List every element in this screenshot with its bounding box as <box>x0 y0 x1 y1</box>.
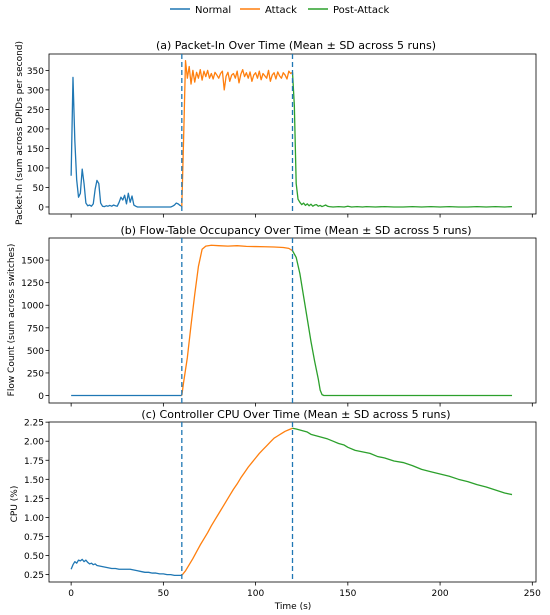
x-tick-label: 150 <box>339 589 356 599</box>
y-tick-label: 350 <box>27 67 44 77</box>
y-tick-label: 0.50 <box>24 552 44 562</box>
y-tick-label: 2.00 <box>24 438 44 448</box>
panel-c-title: (c) Controller CPU Over Time (Mean ± SD … <box>141 408 450 421</box>
legend: Normal Attack Post-Attack <box>170 5 389 16</box>
x-tick-label: 100 <box>247 589 264 599</box>
y-tick-label: 300 <box>27 86 44 96</box>
legend-label-post-attack: Post-Attack <box>333 5 389 16</box>
y-tick-label: 2.25 <box>24 419 44 429</box>
y-tick-label: 750 <box>27 324 44 334</box>
series-line-post-attack <box>291 72 513 208</box>
y-tick-label: 1.50 <box>24 476 44 486</box>
series-line-attack <box>181 427 293 576</box>
series-line-attack <box>181 244 293 396</box>
y-tick-label: 1000 <box>21 302 44 312</box>
series-line-normal <box>70 76 183 208</box>
y-tick-label: 1250 <box>21 279 44 289</box>
panel-flow-table: (b) Flow-Table Occupancy Over Time (Mean… <box>7 224 537 407</box>
y-tick-label: 0.25 <box>24 571 44 581</box>
y-tick-label: 1.00 <box>24 514 44 524</box>
y-tick-label: 150 <box>27 145 44 155</box>
y-tick-label: 1.25 <box>24 495 44 505</box>
panel-c-plot-area: 0.25 0.50 0.75 1.00 1.25 1.50 1.75 2.00 2.25 0 50 1… <box>24 419 541 599</box>
legend-label-attack: Attack <box>265 5 297 16</box>
panel-b-title: (b) Flow-Table Occupancy Over Time (Mean… <box>120 224 471 237</box>
x-tick-label: 200 <box>431 589 448 599</box>
y-tick-label: 0 <box>38 392 44 402</box>
y-tick-label: 250 <box>27 106 44 116</box>
panel-c-ylabel: CPU (%) <box>10 486 20 523</box>
y-tick-label: 1500 <box>21 257 44 267</box>
y-tick-label: 200 <box>27 125 44 135</box>
series-line-post-attack <box>291 250 513 397</box>
x-tick-label: 50 <box>158 589 170 599</box>
panel-controller-cpu: (c) Controller CPU Over Time (Mean ± SD … <box>10 408 541 612</box>
panel-a-title: (a) Packet-In Over Time (Mean ± SD acros… <box>156 39 436 52</box>
panel-packet-in: (a) Packet-In Over Time (Mean ± SD acros… <box>15 39 537 225</box>
legend-label-normal: Normal <box>195 5 231 16</box>
series-line-post-attack <box>292 427 513 496</box>
y-tick-label: 500 <box>27 347 44 357</box>
y-tick-label: 50 <box>33 184 45 194</box>
series-line-normal <box>70 558 182 577</box>
panel-c-xlabel: Time (s) <box>274 602 312 612</box>
x-tick-label: 0 <box>68 589 74 599</box>
y-tick-label: 1.75 <box>24 457 44 467</box>
panel-b-ylabel: Flow Count (sum across switches) <box>7 244 17 397</box>
panel-a-plot-area: 0 50 100 150 200 250 300 350 <box>27 53 537 218</box>
series-line-attack <box>181 59 293 207</box>
y-tick-label: 0.75 <box>24 533 44 543</box>
x-tick-label: 250 <box>524 589 541 599</box>
panel-b-plot-area: 0 250 500 750 1000 1250 1500 <box>21 237 537 407</box>
y-tick-label: 250 <box>27 369 44 379</box>
panel-a-ylabel: Packet-In (sum across DPIDs per second) <box>15 41 25 225</box>
y-tick-label: 0 <box>38 203 44 213</box>
y-tick-label: 100 <box>27 164 44 174</box>
